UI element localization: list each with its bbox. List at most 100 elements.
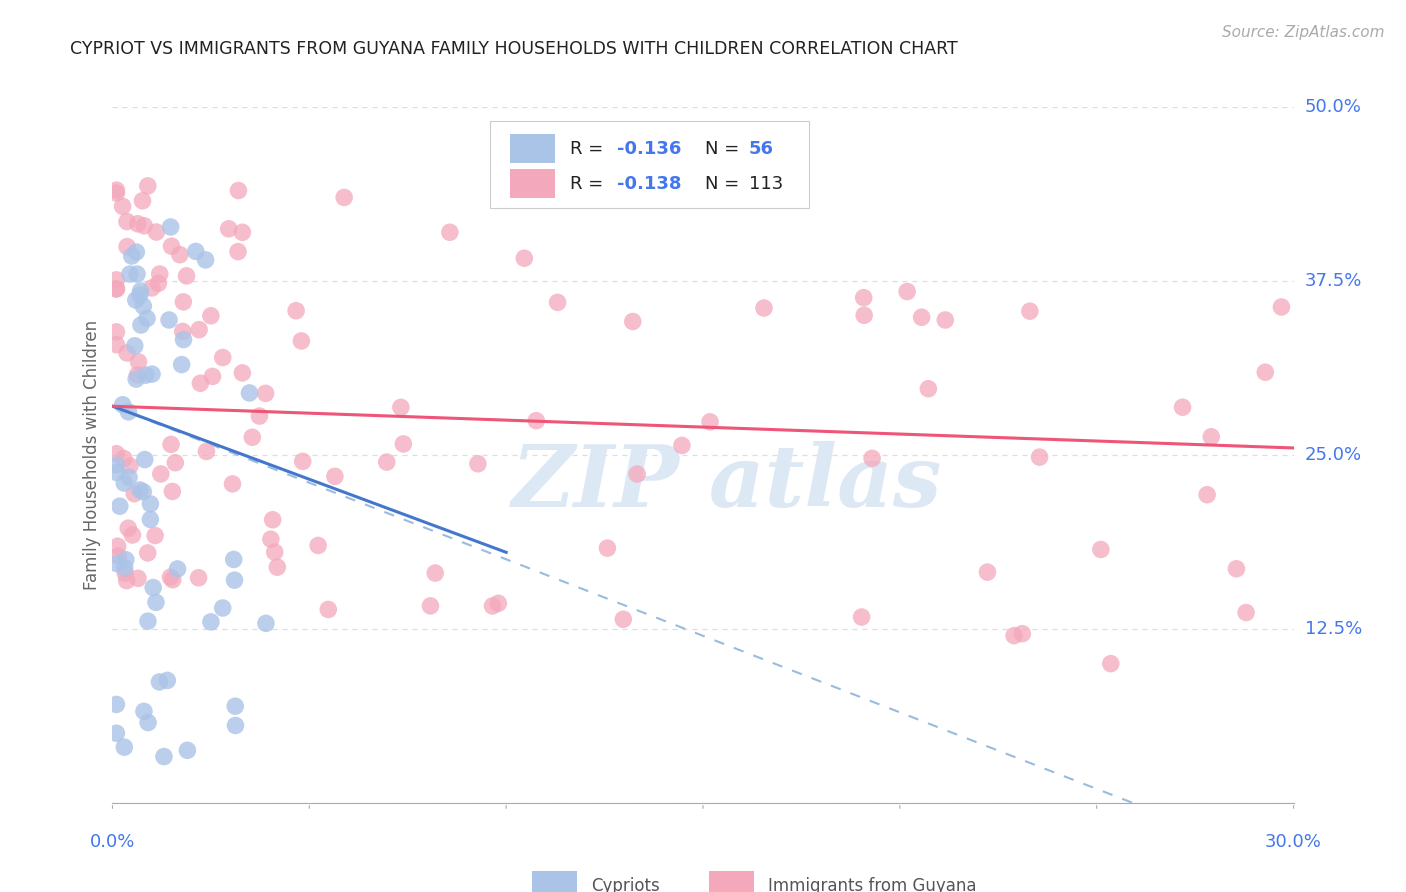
Point	[136, 546, 159, 560]
Point	[1099, 657, 1122, 671]
Point	[224, 573, 246, 587]
Point	[121, 528, 143, 542]
Point	[1199, 430, 1222, 444]
Point	[105, 325, 128, 339]
Text: 50.0%: 50.0%	[1305, 98, 1361, 116]
Point	[111, 398, 134, 412]
Point	[128, 355, 150, 369]
Point	[190, 376, 212, 391]
Text: CYPRIOT VS IMMIGRANTS FROM GUYANA FAMILY HOUSEHOLDS WITH CHILDREN CORRELATION CH: CYPRIOT VS IMMIGRANTS FROM GUYANA FAMILY…	[70, 40, 957, 58]
Point	[105, 273, 128, 287]
Point	[172, 325, 194, 339]
Point	[375, 455, 398, 469]
Point	[852, 291, 875, 305]
Point	[156, 673, 179, 688]
Point	[211, 351, 233, 365]
Point	[159, 570, 181, 584]
Y-axis label: Family Households with Children: Family Households with Children	[83, 320, 101, 590]
Text: R =: R =	[569, 175, 609, 193]
Point	[112, 740, 135, 755]
Point	[134, 452, 156, 467]
Point	[934, 313, 956, 327]
Point	[626, 467, 648, 481]
Point	[176, 268, 198, 283]
Point	[141, 281, 163, 295]
Point	[333, 190, 356, 204]
Text: 12.5%: 12.5%	[1305, 620, 1362, 638]
Point	[439, 225, 461, 239]
Text: 25.0%: 25.0%	[1305, 446, 1362, 464]
Point	[671, 438, 693, 452]
Text: -0.138: -0.138	[617, 175, 682, 193]
Point	[132, 299, 155, 313]
Point	[524, 414, 547, 428]
Point	[323, 469, 346, 483]
Point	[105, 282, 128, 296]
Text: 113: 113	[749, 175, 783, 193]
Point	[228, 184, 250, 198]
Point	[699, 415, 721, 429]
Point	[1028, 450, 1050, 464]
Point	[148, 675, 170, 690]
Text: 37.5%: 37.5%	[1305, 272, 1362, 290]
Point	[307, 538, 329, 552]
Point	[254, 386, 277, 401]
Point	[122, 486, 145, 500]
Text: N =: N =	[706, 140, 745, 158]
Point	[114, 561, 136, 575]
Point	[853, 308, 876, 322]
Text: R =: R =	[569, 140, 609, 158]
Point	[231, 225, 253, 239]
Point	[425, 566, 447, 580]
Point	[105, 186, 128, 200]
Point	[105, 726, 128, 740]
Point	[1018, 304, 1040, 318]
Point	[131, 194, 153, 208]
Point	[125, 267, 148, 281]
Point	[115, 214, 138, 228]
Point	[105, 466, 128, 480]
Point	[200, 309, 222, 323]
Point	[115, 574, 138, 588]
Point	[107, 549, 129, 563]
Point	[117, 521, 139, 535]
Point	[547, 295, 569, 310]
Point	[621, 314, 644, 328]
Point	[136, 311, 159, 326]
Point	[108, 499, 131, 513]
Point	[221, 476, 243, 491]
Point	[105, 447, 128, 461]
Point	[141, 367, 163, 381]
Point	[127, 217, 149, 231]
Point	[172, 294, 194, 309]
Point	[222, 552, 245, 566]
Point	[143, 528, 166, 542]
Text: 56: 56	[749, 140, 775, 158]
Point	[115, 239, 138, 253]
Point	[1225, 562, 1247, 576]
Point	[419, 599, 441, 613]
Point	[105, 698, 128, 712]
Text: N =: N =	[706, 175, 745, 193]
Text: Source: ZipAtlas.com: Source: ZipAtlas.com	[1222, 25, 1385, 40]
Point	[139, 497, 162, 511]
Point	[201, 369, 224, 384]
Point	[149, 467, 172, 481]
Point	[135, 368, 157, 383]
Text: Cypriots: Cypriots	[591, 878, 659, 892]
Point	[291, 454, 314, 468]
Point	[115, 553, 138, 567]
Point	[917, 382, 939, 396]
Point	[124, 339, 146, 353]
Text: ZIP atlas: ZIP atlas	[512, 441, 942, 524]
Point	[1002, 629, 1025, 643]
Point	[125, 372, 148, 386]
Point	[127, 368, 149, 382]
Point	[254, 616, 277, 631]
Point	[851, 610, 873, 624]
Point	[129, 318, 152, 332]
Point	[111, 199, 134, 213]
Point	[612, 612, 634, 626]
Point	[596, 541, 619, 556]
Point	[145, 225, 167, 239]
